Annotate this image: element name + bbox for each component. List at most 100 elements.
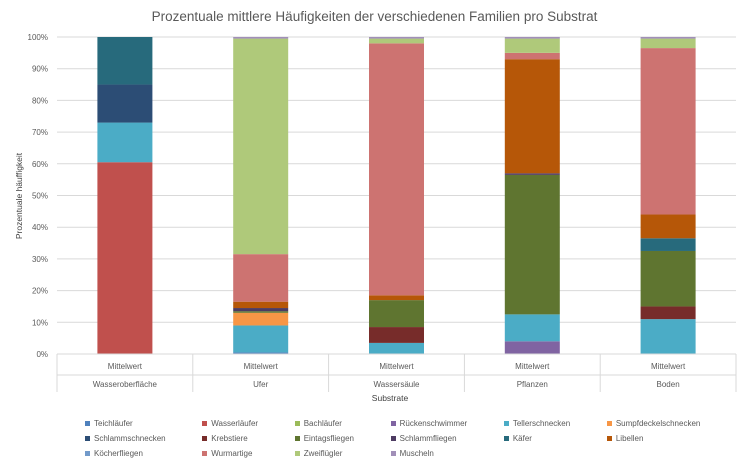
legend-item: Krebstiere xyxy=(202,434,282,443)
legend-label: Wurmartige xyxy=(211,449,253,458)
bar-segment xyxy=(504,37,560,39)
bar-segment xyxy=(233,312,289,326)
legend-item: Wasserläufer xyxy=(202,419,282,428)
x-category-label: Wasseroberfläche xyxy=(93,380,158,389)
bar-segment xyxy=(640,48,696,215)
bar-segment xyxy=(640,214,696,239)
legend-item: Eintagsfliegen xyxy=(294,434,379,443)
bar-segment xyxy=(504,38,560,53)
legend-label: Sumpfdeckelschnecken xyxy=(615,419,701,428)
y-tick-label: 70% xyxy=(32,128,48,137)
legend-swatch xyxy=(85,421,90,426)
x-subcategory-label: Mittelwert xyxy=(244,362,279,371)
bar-segment xyxy=(504,174,560,315)
y-axis-ticks: 0% 10% 20% 30% 40% 50% 60% 70% 80% 90% 100% xyxy=(28,33,48,359)
legend-label: Eintagsfliegen xyxy=(303,434,354,443)
legend-swatch xyxy=(294,421,300,426)
legend-item: Libellen xyxy=(606,434,725,443)
bar-segment xyxy=(640,306,696,320)
legend-item: Tellerschnecken xyxy=(503,419,595,428)
bar-segment xyxy=(504,52,560,60)
legend-label: Bachläufer xyxy=(303,419,342,428)
y-tick-label: 90% xyxy=(32,65,48,74)
legend-swatch xyxy=(85,436,90,441)
legend-swatch xyxy=(606,421,612,426)
bar-segment xyxy=(369,342,424,354)
bar-segment xyxy=(369,43,424,296)
y-tick-label: 20% xyxy=(32,287,48,296)
bar-segment xyxy=(233,308,289,312)
legend-swatch xyxy=(503,421,509,426)
legend-swatch xyxy=(503,436,509,441)
bar-segment xyxy=(233,325,289,353)
legend-swatch xyxy=(390,451,396,456)
legend-item: Käfer xyxy=(503,434,595,443)
chart-title: Prozentuale mittlere Häufigkeiten der ve… xyxy=(152,9,598,24)
bar-segment xyxy=(504,59,560,174)
bar-stack xyxy=(97,37,153,354)
legend-item: Rückenschwimmer xyxy=(390,419,492,428)
bar-segment xyxy=(504,341,560,354)
x-subcategory-label: Mittelwert xyxy=(379,362,414,371)
y-tick-label: 80% xyxy=(32,96,48,105)
stacked-bars xyxy=(97,37,696,354)
legend-label: Muscheln xyxy=(399,449,434,458)
legend-label: Krebstiere xyxy=(211,434,248,443)
legend-item: Wurmartige xyxy=(202,449,282,458)
bar-segment xyxy=(97,122,153,163)
legend-label: Rückenschwimmer xyxy=(399,419,468,428)
x-category-label: Wassersäule xyxy=(374,380,420,389)
legend-item: Zweiflügler xyxy=(294,449,379,458)
bar-segment xyxy=(369,295,424,301)
legend-label: Libellen xyxy=(615,434,644,443)
bar-segment xyxy=(369,327,424,343)
y-tick-label: 10% xyxy=(32,318,48,327)
bar-stack xyxy=(233,37,289,354)
legend-swatch xyxy=(294,451,300,456)
bar-segment xyxy=(97,84,153,123)
x-axis: Mittelwert Wasseroberfläche Mittelwert Ufer… xyxy=(56,353,737,392)
bar-segment xyxy=(97,37,153,85)
bar-segment xyxy=(233,301,289,309)
bar-segment xyxy=(369,37,424,39)
x-axis-title: Substrate xyxy=(372,393,409,403)
legend-swatch xyxy=(606,436,612,441)
legend-item: Bachläufer xyxy=(294,419,379,428)
legend-swatch xyxy=(390,436,396,441)
legend-swatch xyxy=(85,451,90,456)
x-category-label: Ufer xyxy=(253,380,268,389)
bar-segment xyxy=(97,162,153,354)
legend-item: Schlammschnecken xyxy=(85,434,190,443)
legend-swatch xyxy=(202,421,208,426)
bar-segment xyxy=(640,250,696,307)
bar-segment xyxy=(369,300,424,328)
legend-item: Köcherfliegen xyxy=(85,449,190,458)
legend-label: Käfer xyxy=(512,434,532,443)
y-tick-label: 0% xyxy=(36,350,48,359)
bar-stack xyxy=(504,37,560,354)
bar-segment xyxy=(233,311,289,313)
legend: Teichläufer Wasserläufer Bachläufer Rückens… xyxy=(85,419,725,458)
x-subcategory-label: Mittelwert xyxy=(515,362,550,371)
legend-swatch xyxy=(202,451,208,456)
legend-item: Teichläufer xyxy=(85,419,190,428)
legend-label: Zweiflügler xyxy=(303,449,343,458)
x-subcategory-label: Mittelwert xyxy=(651,362,686,371)
bar-stack xyxy=(369,37,424,354)
bar-segment xyxy=(504,173,560,175)
legend-swatch xyxy=(294,436,300,441)
x-subcategory-label: Mittelwert xyxy=(108,362,143,371)
legend-label: Köcherfliegen xyxy=(94,449,143,458)
bar-segment xyxy=(369,38,424,44)
bar-segment xyxy=(640,238,696,251)
y-axis-title: Prozentuale häuffigkeit xyxy=(14,152,24,239)
bar-segment xyxy=(504,314,560,342)
bar-stack xyxy=(640,37,696,354)
bar-segment xyxy=(640,38,696,49)
legend-swatch xyxy=(390,421,396,426)
legend-item: Schlammfliegen xyxy=(390,434,492,443)
bar-segment xyxy=(233,37,289,39)
y-tick-label: 30% xyxy=(32,255,48,264)
y-tick-label: 40% xyxy=(32,223,48,232)
